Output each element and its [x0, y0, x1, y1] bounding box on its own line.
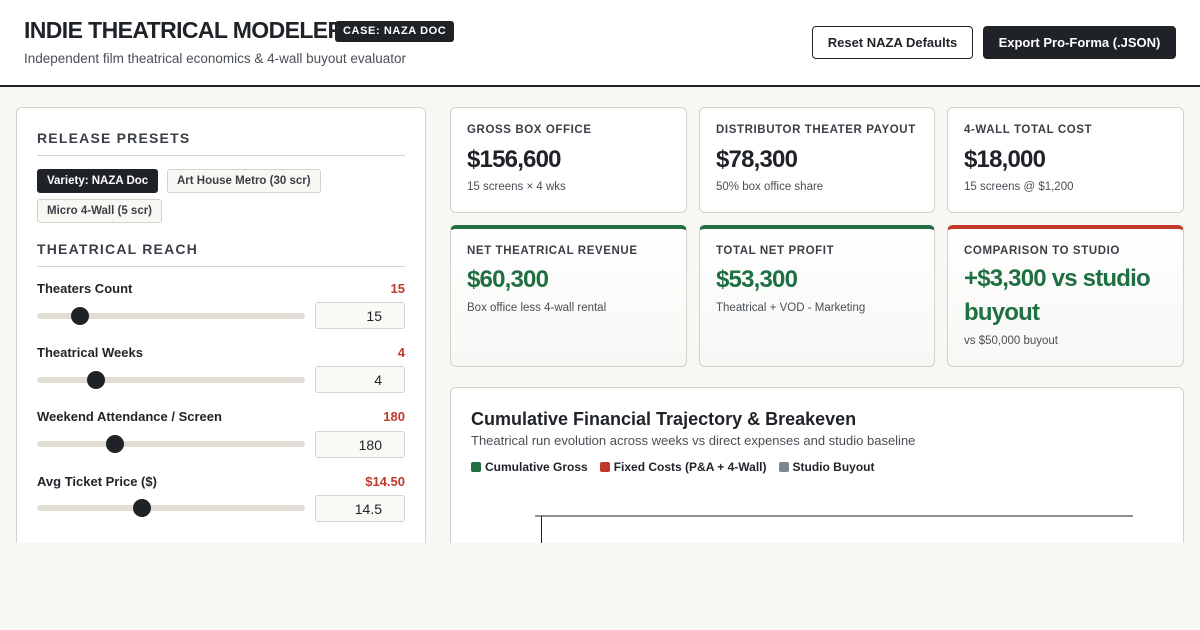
chart-subtitle: Theatrical run evolution across weeks vs… — [471, 433, 916, 448]
kpi-label: GROSS BOX OFFICE — [467, 124, 592, 136]
avg-ticket-price-slider[interactable] — [37, 499, 305, 517]
reset-defaults-button[interactable]: Reset NAZA Defaults — [812, 26, 973, 59]
kpi-net-theatrical-revenue: NET THEATRICAL REVENUE $60,300 Box offic… — [450, 225, 687, 367]
legend-label: Fixed Costs (P&A + 4-Wall) — [613, 460, 767, 474]
kpi-value: $60,300 — [467, 266, 549, 293]
theaters-count-slider[interactable] — [37, 307, 305, 325]
legend-swatch — [778, 462, 789, 472]
theatrical-weeks-value: 4 — [397, 345, 405, 360]
weekend-attendance-slider-thumb[interactable] — [105, 435, 124, 453]
avg-ticket-price-slider-thumb[interactable] — [132, 499, 151, 517]
theaters-count-slider-thumb[interactable] — [70, 307, 89, 325]
legend-label: Studio Buyout — [792, 460, 875, 474]
app-header: INDIE THEATRICAL MODELER CASE: NAZA DOC … — [0, 0, 1200, 87]
kpi-label: DISTRIBUTOR THEATER PAYOUT — [716, 124, 916, 136]
kpi-value: $18,000 — [964, 146, 1046, 173]
kpi-distributor-payout: DISTRIBUTOR THEATER PAYOUT $78,300 50% b… — [699, 107, 935, 213]
below-fold-area — [0, 543, 1200, 630]
preset-chip-micro-4wall[interactable]: Micro 4-Wall (5 scr) — [37, 199, 163, 223]
kpi-4wall-cost: 4-WALL TOTAL COST $18,000 15 screens @ $… — [947, 107, 1184, 213]
theatrical-weeks-slider-thumb[interactable] — [86, 371, 105, 389]
case-badge: CASE: NAZA DOC — [335, 21, 455, 42]
theatrical-weeks-slider[interactable] — [37, 371, 305, 389]
legend-item-cumulative-gross: Cumulative Gross — [471, 460, 588, 474]
legend-swatch — [471, 462, 481, 472]
export-proforma-button[interactable]: Export Pro-Forma (.JSON) — [983, 26, 1176, 59]
kpi-label: COMPARISON TO STUDIO — [964, 245, 1120, 257]
theaters-count-label: Theaters Count — [37, 281, 133, 296]
legend-item-fixed-costs: Fixed Costs (P&A + 4-Wall) — [599, 460, 767, 474]
theatrical-weeks-input[interactable] — [315, 366, 405, 393]
weekend-attendance-value: 180 — [383, 409, 405, 424]
preset-chip-naza-doc[interactable]: Variety: NAZA Doc — [37, 169, 159, 193]
weekend-attendance-slider[interactable] — [37, 435, 305, 453]
theaters-count-value: 15 — [390, 281, 405, 296]
kpi-label: TOTAL NET PROFIT — [716, 245, 835, 257]
legend-label: Cumulative Gross — [485, 460, 588, 474]
kpi-total-net-profit: TOTAL NET PROFIT $53,300 Theatrical + VO… — [699, 225, 935, 367]
theatrical-reach-title: THEATRICAL REACH — [37, 241, 405, 267]
app-title: INDIE THEATRICAL MODELER — [24, 17, 344, 43]
kpi-sub: 50% box office share — [716, 181, 824, 193]
legend-swatch — [599, 462, 610, 472]
kpi-value: $53,300 — [716, 266, 798, 293]
kpi-sub: Box office less 4-wall rental — [467, 302, 607, 314]
kpi-gross-box-office: GROSS BOX OFFICE $156,600 15 screens × 4… — [450, 107, 687, 213]
kpi-sub: 15 screens × 4 wks — [467, 181, 566, 193]
kpi-label: 4-WALL TOTAL COST — [964, 124, 1093, 136]
weekend-attendance-input[interactable] — [315, 431, 405, 458]
theaters-count-input[interactable] — [315, 302, 405, 329]
kpi-value: +$3,300 vs studio buyout — [964, 265, 1151, 326]
kpi-value: $78,300 — [716, 146, 798, 173]
kpi-sub: Theatrical + VOD - Marketing — [716, 302, 866, 314]
preset-chip-art-house-metro[interactable]: Art House Metro (30 scr) — [167, 169, 321, 193]
kpi-value: $156,600 — [467, 146, 562, 173]
avg-ticket-price-input[interactable] — [315, 495, 405, 522]
weekend-attendance-label: Weekend Attendance / Screen — [37, 409, 222, 424]
controls-panel: RELEASE PRESETS Variety: NAZA Doc Art Ho… — [16, 107, 426, 567]
kpi-comparison-to-studio: COMPARISON TO STUDIO +$3,300 vs studio b… — [947, 225, 1184, 367]
kpi-sub: 15 screens @ $1,200 — [964, 181, 1074, 193]
app-subtitle: Independent film theatrical economics & … — [24, 51, 406, 66]
kpi-sub: vs $50,000 buyout — [964, 335, 1058, 347]
kpi-label: NET THEATRICAL REVENUE — [467, 245, 638, 257]
release-presets-title: RELEASE PRESETS — [37, 130, 405, 156]
chart-legend: Cumulative Gross Fixed Costs (P&A + 4-Wa… — [471, 460, 875, 474]
avg-ticket-price-label: Avg Ticket Price ($) — [37, 474, 157, 489]
legend-item-studio-buyout: Studio Buyout — [778, 460, 875, 474]
chart-title: Cumulative Financial Trajectory & Breake… — [471, 409, 857, 429]
theatrical-weeks-label: Theatrical Weeks — [37, 345, 143, 360]
avg-ticket-price-value: $14.50 — [365, 474, 405, 489]
